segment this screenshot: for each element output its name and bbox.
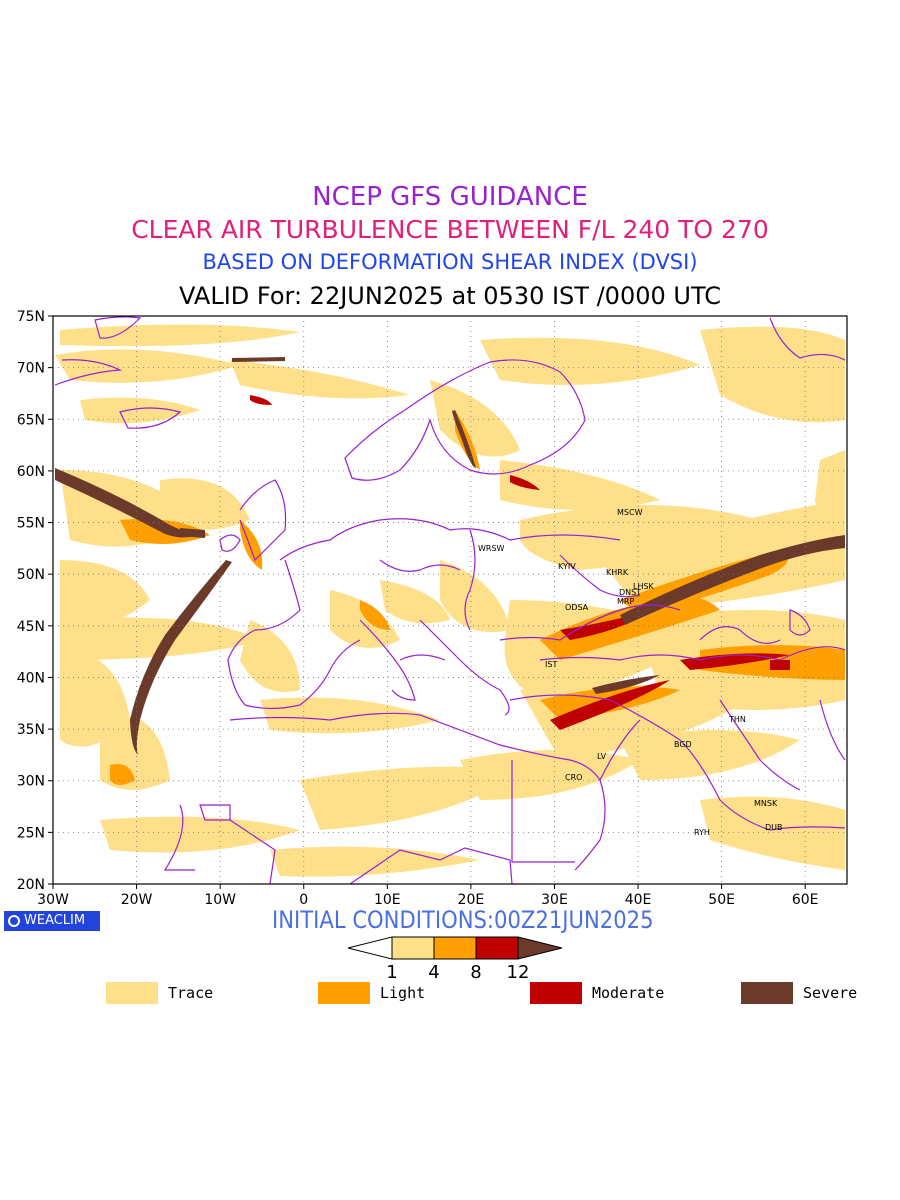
station-label-cro: CRO xyxy=(565,773,582,782)
lon-label: 20W xyxy=(121,892,153,908)
lon-label: 50E xyxy=(708,892,735,908)
moderate-areas xyxy=(250,395,790,730)
station-label-mscw: MSCW xyxy=(617,508,643,517)
scale-tick-label: 4 xyxy=(428,962,439,983)
legend-label: Moderate xyxy=(592,984,665,1002)
map-frame xyxy=(52,315,848,885)
station-label-lhsk: LHSK xyxy=(633,582,655,591)
scale-box-trace xyxy=(391,936,435,960)
lat-label: 55N xyxy=(17,516,45,532)
station-label-dub: DUB xyxy=(765,823,783,832)
station-label-khrk: KHRK xyxy=(606,568,629,577)
lon-label: 20E xyxy=(458,892,485,908)
scale-tick-label: 1 xyxy=(386,962,397,983)
valid-time-line: VALID For: 22JUN2025 at 0530 IST /0000 U… xyxy=(179,282,721,310)
lat-label: 35N xyxy=(17,722,45,738)
station-label-odsa: ODSA xyxy=(565,603,589,612)
lon-label: 40E xyxy=(625,892,652,908)
lat-label: 65N xyxy=(17,412,45,428)
station-label-dnst: DNST xyxy=(619,588,641,597)
station-label-bgd: BGD xyxy=(674,740,692,749)
lon-label: 0 xyxy=(299,892,308,908)
scale-box-light xyxy=(433,936,477,960)
map-method-line: BASED ON DEFORMATION SHEAR INDEX (DVSI) xyxy=(202,250,698,274)
scale-arrow-high xyxy=(517,936,563,960)
lon-label: 10E xyxy=(374,892,401,908)
legend-swatch xyxy=(530,982,582,1004)
lat-label: 45N xyxy=(17,619,45,635)
legend-swatch xyxy=(741,982,793,1004)
initial-conditions: INITIAL CONDITIONS:00Z21JUN2025 xyxy=(272,906,654,934)
legend-label: Trace xyxy=(168,984,214,1002)
scale-box-moderate xyxy=(475,936,519,960)
lat-label: 25N xyxy=(17,825,45,841)
latitude-axis: 75N 70N 65N 60N 55N 50N 45N 40N 35N 30N 25N 20N xyxy=(17,309,53,893)
map-title: NCEP GFS GUIDANCE xyxy=(312,182,588,212)
scale-tick-label: 8 xyxy=(470,962,481,983)
station-label-ist: IST xyxy=(545,660,557,669)
station-label-wrsw: WRSW xyxy=(478,544,505,553)
station-label-lv: LV xyxy=(597,752,607,761)
legend-swatch xyxy=(106,982,158,1004)
longitude-axis: 30W 20W 10W 0 10E 20E 30E 40E 50E 60E xyxy=(37,884,819,908)
lon-label: 10W xyxy=(204,892,236,908)
lat-label: 30N xyxy=(17,774,45,790)
scale-tick-label: 12 xyxy=(507,962,530,983)
station-label-thn: THN xyxy=(728,715,746,724)
lat-label: 75N xyxy=(17,309,45,325)
scale-arrow-low xyxy=(347,936,393,960)
weaclim-badge: WEACLIM xyxy=(4,911,100,931)
coastlines-and-borders xyxy=(54,316,846,884)
severe-areas xyxy=(55,357,845,755)
lon-label: 30W xyxy=(37,892,69,908)
map-subtitle: CLEAR AIR TURBULENCE BETWEEN F/L 240 TO … xyxy=(131,215,769,244)
station-label-mnsk: MNSK xyxy=(754,799,778,808)
lon-label: 30E xyxy=(541,892,568,908)
weaclim-logo-icon xyxy=(8,915,20,927)
turbulence-fields xyxy=(55,324,845,877)
trace-areas xyxy=(55,324,845,877)
station-label-ryh: RYH xyxy=(694,828,710,837)
legend-swatch xyxy=(318,982,370,1004)
station-label-mrp: MRP xyxy=(617,597,634,606)
lat-label: 70N xyxy=(17,361,45,377)
legend-label: Severe xyxy=(803,984,858,1002)
station-label-kyiv: KYIV xyxy=(558,562,576,571)
lat-label: 50N xyxy=(17,567,45,583)
lat-label: 60N xyxy=(17,464,45,480)
color-scale-bar: 1 4 8 12 xyxy=(347,936,563,983)
lat-label: 20N xyxy=(17,877,45,893)
lon-label: 60E xyxy=(792,892,819,908)
legend-label: Light xyxy=(380,984,426,1002)
weaclim-label: WEACLIM xyxy=(24,913,86,928)
lat-label: 40N xyxy=(17,670,45,686)
